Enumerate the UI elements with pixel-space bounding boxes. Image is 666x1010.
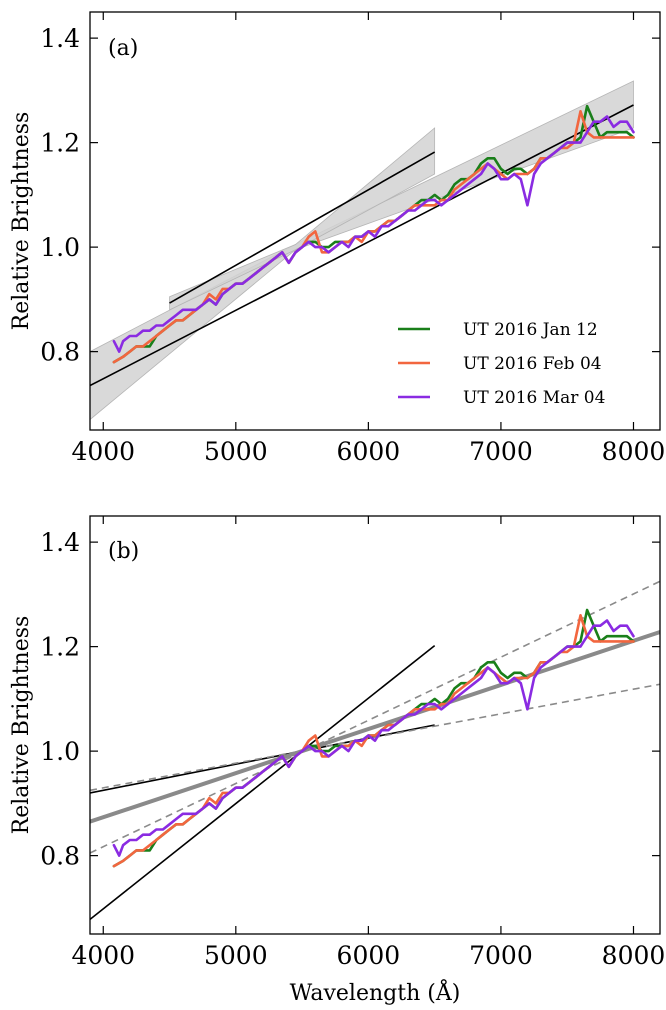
panel-b: 4000 5000 6000 7000 8000 0.8 1.0 1.2 1.4 (b) Rel… (9, 515, 665, 1006)
panel-b-ylabel: Relative Brightness (9, 616, 34, 835)
legend-entry-mar: UT 2016 Mar 04 (398, 388, 605, 408)
panel-a: 4000 5000 6000 7000 8000 0.8 1.0 1.2 1.4 (a) Rel… (9, 11, 665, 466)
panel-b-fit-line-3 (90, 580, 660, 854)
panel-b-xtick-label-5000: 5000 (204, 941, 268, 970)
panel-b-fit-line-2 (90, 630, 660, 824)
panel-a-label: (a) (108, 36, 138, 61)
panel-b-fit-line-0 (90, 644, 436, 920)
panel-b-fit-line-4 (90, 683, 660, 792)
panel-a-fit-line-0 (90, 104, 634, 387)
panel-b-fits (90, 580, 660, 920)
panel-b-xtick-label-6000: 6000 (337, 941, 401, 970)
panel-a-xtick-label-5000: 5000 (204, 437, 268, 466)
panel-a-xtick-label-8000: 8000 (602, 437, 666, 466)
panel-b-series (112, 608, 635, 868)
panel-b-xtick-label-7000: 7000 (469, 941, 533, 970)
panel-a-ytick-label-1.2: 1.2 (40, 129, 80, 158)
panel-b-frame (89, 515, 661, 935)
panel-a-series (112, 104, 635, 364)
panel-a-ticks: 4000 5000 6000 7000 8000 0.8 1.0 1.2 1.4 (40, 12, 665, 466)
panel-b-series-mar (112, 619, 635, 857)
legend: UT 2016 Jan 12 UT 2016 Feb 04 UT 2016 Ma… (398, 320, 605, 408)
panel-b-xtick-label-4000: 4000 (71, 941, 135, 970)
legend-entry-jan: UT 2016 Jan 12 (398, 320, 598, 340)
legend-label-feb: UT 2016 Feb 04 (463, 354, 602, 374)
panel-a-ytick-label-1: 1.0 (40, 233, 80, 262)
panel-a-frame (89, 11, 661, 431)
panel-a-xtick-label-4000: 4000 (71, 437, 135, 466)
panel-a-band-1 (169, 127, 436, 311)
legend-label-mar: UT 2016 Mar 04 (463, 388, 605, 408)
panel-a-series-mar (112, 115, 635, 353)
legend-label-jan: UT 2016 Jan 12 (463, 320, 598, 340)
panel-b-ytick-label-1.4: 1.4 (40, 528, 80, 557)
panel-a-ytick-label-1.4: 1.4 (40, 24, 80, 53)
panel-a-xtick-label-6000: 6000 (337, 437, 401, 466)
panel-b-ytick-label-1.2: 1.2 (40, 633, 80, 662)
panel-b-label: (b) (108, 539, 139, 564)
panel-a-ytick-label-0.8: 0.8 (40, 338, 80, 367)
panel-a-fit-line-1 (169, 151, 436, 304)
panel-b-xtick-label-8000: 8000 (602, 941, 666, 970)
panel-a-xtick-label-7000: 7000 (469, 437, 533, 466)
panel-b-xlabel: Wavelength (Å) (290, 978, 461, 1006)
panel-b-ytick-label-1: 1.0 (40, 737, 80, 766)
legend-entry-feb: UT 2016 Feb 04 (398, 354, 602, 374)
panel-b-ticks: 4000 5000 6000 7000 8000 0.8 1.0 1.2 1.4 (40, 516, 665, 970)
panel-a-fits (90, 104, 634, 387)
panel-a-ylabel: Relative Brightness (9, 112, 34, 331)
panel-b-ytick-label-0.8: 0.8 (40, 842, 80, 871)
